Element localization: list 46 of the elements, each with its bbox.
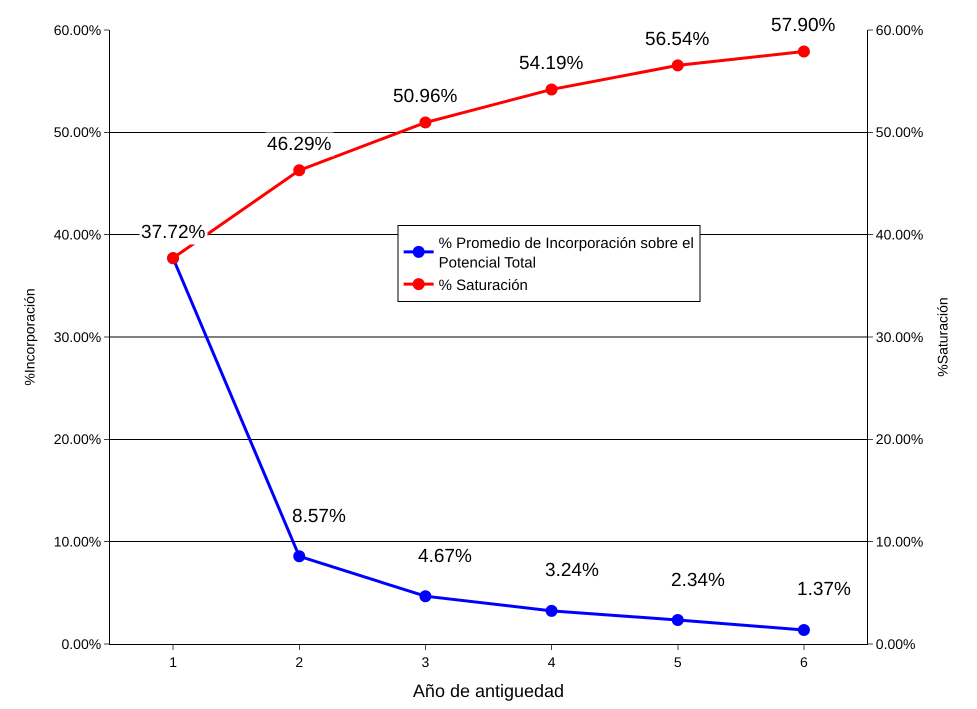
data-label: 50.96% <box>393 86 458 107</box>
y2-axis-title: %Saturación <box>934 297 951 377</box>
y-tick-label: 50.00% <box>54 124 102 140</box>
x-axis-title: Año de antiguedad <box>412 680 564 701</box>
x-tick-label: 3 <box>422 654 430 670</box>
y2-tick-label: 0.00% <box>876 636 916 652</box>
y-tick-label: 20.00% <box>54 431 102 448</box>
y-tick-label: 0.00% <box>61 636 102 652</box>
y-tick-label: 60.00% <box>54 22 102 38</box>
y-tick-label: 30.00% <box>54 328 102 345</box>
x-tick-label: 1 <box>169 654 178 670</box>
point <box>798 624 810 636</box>
data-label: 54.19% <box>519 53 584 74</box>
point <box>672 614 684 626</box>
legend-label: % Saturación <box>438 276 528 294</box>
data-label: 8.57% <box>292 506 346 527</box>
point <box>419 590 432 602</box>
y2-tick-label: 30.00% <box>876 328 924 345</box>
x-tick-label: 4 <box>548 654 556 670</box>
y-tick-label: 10.00% <box>54 534 102 550</box>
data-label: 57.90% <box>771 15 836 36</box>
data-label: 46.29% <box>267 134 332 155</box>
y-tick-label: 40.00% <box>54 226 102 243</box>
point <box>293 550 306 562</box>
data-label: 2.34% <box>671 570 725 591</box>
data-label: 56.54% <box>645 29 710 50</box>
point <box>798 45 810 58</box>
x-tick-label: 2 <box>295 654 304 670</box>
point <box>672 59 684 72</box>
point <box>419 116 432 129</box>
y-axis-title: %Incorporación <box>21 288 38 386</box>
point <box>293 164 306 176</box>
y2-tick-label: 20.00% <box>876 431 924 448</box>
legend-label: % Promedio de Incorporación sobre el Potencial Total <box>438 234 694 272</box>
y2-tick-label: 50.00% <box>876 124 924 140</box>
data-label: 1.37% <box>797 579 851 600</box>
data-label: 37.72% <box>141 222 206 243</box>
data-label: 3.24% <box>545 560 599 581</box>
point <box>546 604 558 617</box>
y2-tick-label: 10.00% <box>876 534 924 550</box>
x-tick-label: 6 <box>800 654 808 670</box>
y2-tick-label: 40.00% <box>876 226 924 243</box>
y2-tick-label: 60.00% <box>876 22 924 38</box>
point <box>546 83 558 96</box>
data-label: 4.67% <box>418 546 472 567</box>
x-tick-label: 5 <box>674 654 682 670</box>
